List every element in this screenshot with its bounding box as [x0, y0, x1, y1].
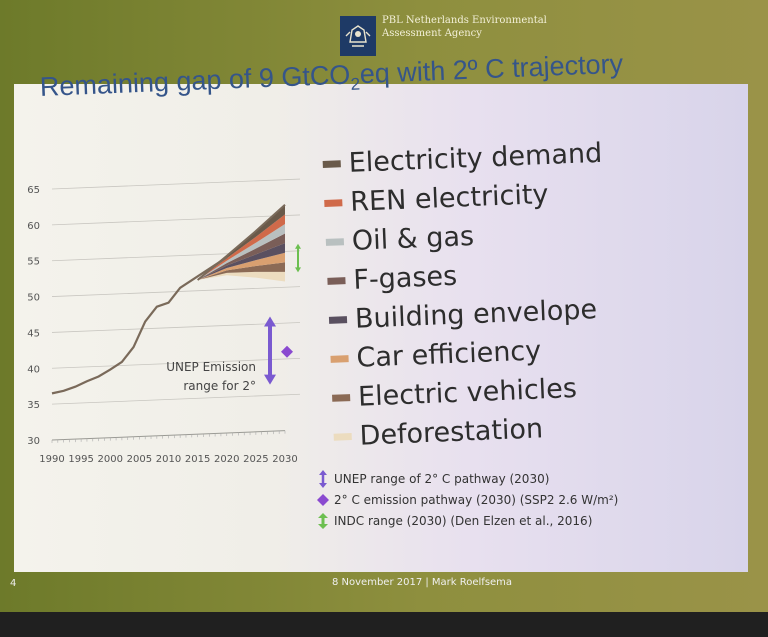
x-tick-label: 2025: [243, 454, 268, 465]
legend-swatch: [332, 394, 351, 402]
scenario-band: [197, 252, 285, 280]
baseline-top-line: [196, 204, 286, 281]
scenario-band: [197, 233, 285, 280]
x-tick-label: 2000: [98, 454, 123, 465]
agency-line-1: PBL Netherlands Environmental: [382, 15, 547, 26]
legend-label: Electric vehicles: [357, 372, 578, 413]
legend-label: F-gases: [352, 260, 458, 296]
scenario-band: [197, 271, 285, 282]
gridline: [51, 322, 301, 333]
purple-arrow-icon: [312, 469, 334, 488]
crest-logo: [340, 16, 376, 56]
y-tick-label: 60: [27, 221, 40, 232]
legend-swatch: [328, 316, 348, 324]
legend-label: Building envelope: [354, 294, 598, 335]
agency-name: PBL Netherlands Environmental Assessment…: [382, 14, 547, 40]
y-tick-label: 45: [27, 328, 40, 339]
scenario-band: [197, 223, 285, 280]
chart-notes: UNEP range of 2° C pathway (2030) 2° C em…: [312, 468, 618, 531]
agency-line-2: Assessment Agency: [382, 28, 482, 39]
gridline: [51, 357, 301, 369]
unep-annotation-line-2: range for 2°: [183, 379, 256, 393]
x-tick-label: 2020: [214, 454, 239, 465]
x-tick-label: 2015: [185, 454, 210, 465]
x-tick-label: 2005: [127, 454, 152, 465]
note-text: UNEP range of 2° C pathway (2030): [334, 471, 550, 486]
x-tick-label: 2010: [156, 454, 181, 465]
screen-bottom-edge: [0, 612, 768, 637]
legend-label: Car efficiency: [355, 335, 542, 374]
scenario-band: [197, 262, 285, 280]
gridline: [51, 178, 301, 190]
footer-text: 8 November 2017 | Mark Roelfsema: [332, 577, 513, 588]
gridline: [51, 393, 301, 405]
legend-swatch: [325, 238, 345, 246]
x-tick-label: 1995: [68, 454, 93, 465]
legend-label: Deforestation: [359, 413, 544, 452]
scenario-band: [197, 243, 285, 280]
legend-label: REN electricity: [349, 178, 550, 218]
legend-label: Oil & gas: [351, 220, 475, 257]
gridline: [51, 214, 301, 226]
y-tick-label: 35: [27, 400, 40, 411]
note-text: 2° C emission pathway (2030) (SSP2 2.6 W…: [334, 492, 619, 507]
x-tick-label: 2030: [272, 454, 297, 465]
legend-swatch: [333, 433, 352, 441]
y-tick-label: 30: [27, 436, 40, 447]
y-tick-label: 55: [27, 257, 40, 268]
legend-swatch: [322, 160, 341, 168]
page-number: 4: [10, 578, 17, 589]
legend-label: Electricity demand: [348, 137, 603, 179]
unep-annotation-line-1: UNEP Emission: [166, 360, 256, 374]
note-row: INDC range (2030) (Den Elzen et al., 201…: [312, 510, 618, 531]
legend-swatch: [330, 355, 349, 363]
historical-emissions-line: [51, 256, 228, 395]
legend-swatch: [327, 277, 346, 285]
y-tick-label: 50: [27, 293, 40, 304]
legend: Electricity demand REN electricity Oil & g…: [322, 129, 734, 457]
legend-swatch: [324, 199, 343, 207]
slide-body: [14, 84, 748, 572]
note-row: UNEP range of 2° C pathway (2030): [312, 468, 618, 489]
y-tick-label: 65: [27, 185, 40, 196]
note-row: 2° C emission pathway (2030) (SSP2 2.6 W…: [312, 489, 618, 510]
purple-diamond-icon: [312, 493, 334, 506]
pathway-diamond-marker: [281, 345, 293, 358]
green-arrow-icon: [312, 512, 334, 529]
y-tick-label: 40: [27, 364, 40, 375]
x-tick-label: 1990: [39, 454, 64, 465]
note-text: INDC range (2030) (Den Elzen et al., 201…: [334, 513, 593, 528]
